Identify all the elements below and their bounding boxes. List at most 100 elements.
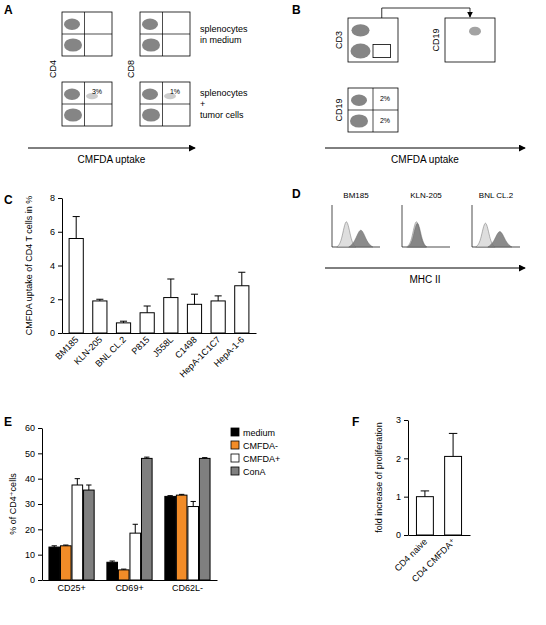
flow-plot <box>140 12 190 56</box>
tick-label: 8 <box>50 193 55 203</box>
error-bar <box>86 485 91 490</box>
x-axis-line <box>43 580 218 581</box>
x-axis-title: MHC II <box>409 274 440 285</box>
gate-line <box>140 34 190 35</box>
legend-label: medium <box>243 428 275 438</box>
y-axis-title: CD4 <box>48 60 58 78</box>
tick-label: CD25+ <box>57 583 85 593</box>
legend-item: ConA <box>231 467 266 477</box>
plot-frame <box>62 12 112 56</box>
gate-label: 2% <box>380 117 390 124</box>
tick-mark <box>38 555 42 556</box>
error-whisker <box>453 433 454 456</box>
bar-chart: 02468BM185KLN-205BNL CL.2P815J558LC1498H… <box>24 193 257 379</box>
histogram-curve <box>349 230 373 247</box>
tick-label: 6 <box>50 227 55 237</box>
y-axis: 02468 <box>50 193 63 338</box>
legend-label: CMFDA+ <box>243 454 280 464</box>
y-axis-line <box>408 421 409 536</box>
error-cap <box>191 294 198 295</box>
y-axis-title: fold increase of proliferation <box>374 422 384 533</box>
error-cap <box>202 457 207 458</box>
panel-label: C <box>4 193 13 207</box>
row-label: splenocytes <box>200 88 248 98</box>
tick-mark <box>58 333 62 334</box>
tick-mark <box>58 232 62 233</box>
flow-plot: 1% <box>140 82 190 126</box>
error-bar <box>52 546 57 547</box>
x-tick: CD25+ <box>57 580 85 593</box>
gate-arrow <box>382 8 470 18</box>
tick-label: 60 <box>25 423 35 433</box>
row-label: in medium <box>200 35 242 45</box>
error-cap <box>167 495 172 496</box>
y-tick: 40 <box>25 474 42 484</box>
x-axis-title: CMFDA uptake <box>391 154 459 165</box>
error-bar <box>110 561 115 562</box>
figure-canvas: C 0 2 4 6 8 BM185KLN-205BNL CL.2P815J558LC1498… <box>0 0 546 625</box>
legend-item: CMFDA- <box>231 441 278 451</box>
error-cap <box>238 272 245 273</box>
error-cap <box>133 524 138 525</box>
cell-population <box>64 38 82 51</box>
panel-label: F <box>352 415 359 429</box>
x-axis: CD25+CD69+CD62L- <box>43 580 218 593</box>
cell-population <box>142 89 158 100</box>
y-tick: 4 <box>50 261 62 271</box>
tick-mark <box>38 504 42 505</box>
tick-label: 2 <box>396 454 401 464</box>
plot-marks <box>416 433 461 535</box>
panel-label: A <box>4 3 13 17</box>
legend-swatch <box>231 428 239 436</box>
tick-label: CD62L- <box>172 583 203 593</box>
error-bar <box>120 321 127 323</box>
bar <box>60 546 71 580</box>
cell-population <box>350 114 368 127</box>
x-tick: CD62L- <box>172 580 203 593</box>
histogram <box>332 205 380 247</box>
histogram-curve <box>407 222 426 247</box>
error-bar <box>144 306 151 313</box>
y-tick: 8 <box>50 193 62 203</box>
bar-chart: 0123CD4 naiveCD4 CMFDA⁺fold increase of … <box>374 415 471 584</box>
error-bar <box>167 279 174 298</box>
bar <box>118 570 129 580</box>
error-cap <box>144 457 149 458</box>
error-bar <box>121 569 126 571</box>
error-whisker <box>147 306 148 313</box>
gate <box>373 44 391 57</box>
tick-label: 0 <box>396 530 401 540</box>
y-tick: 0 <box>30 575 42 585</box>
bar <box>176 495 187 580</box>
x-axis: BM185KLN-205BNL CL.2P815J558LC1498HepA-1… <box>53 333 256 379</box>
x-tick: CD4 CMFDA⁺ <box>410 535 458 584</box>
legend-item: medium <box>231 428 275 438</box>
bar <box>49 547 60 580</box>
error-cap <box>144 306 151 307</box>
error-bar <box>215 296 222 301</box>
error-bar <box>449 433 457 456</box>
tick-label: 3 <box>396 415 401 425</box>
cell-population <box>469 27 481 36</box>
bar <box>107 562 118 580</box>
flow-plot <box>348 18 398 62</box>
bar <box>187 304 201 333</box>
flow-plot <box>62 12 112 56</box>
error-cap <box>421 490 429 491</box>
tick-label: 1 <box>396 492 401 502</box>
panel-label: D <box>292 187 301 201</box>
cell-population <box>64 19 80 30</box>
error-bar <box>238 272 245 286</box>
plot-frame <box>140 12 190 56</box>
cell-population <box>142 19 158 30</box>
y-axis-title: CD19 <box>431 28 441 51</box>
histogram <box>402 205 450 247</box>
legend-swatch <box>231 454 239 462</box>
tick-label: P815 <box>130 335 152 357</box>
tick-label: 4 <box>50 261 55 271</box>
error-bar <box>144 457 149 458</box>
hist-axis <box>402 205 403 247</box>
error-bar <box>167 495 172 497</box>
tick-label: 0 <box>30 575 35 585</box>
tick-mark <box>404 458 408 459</box>
